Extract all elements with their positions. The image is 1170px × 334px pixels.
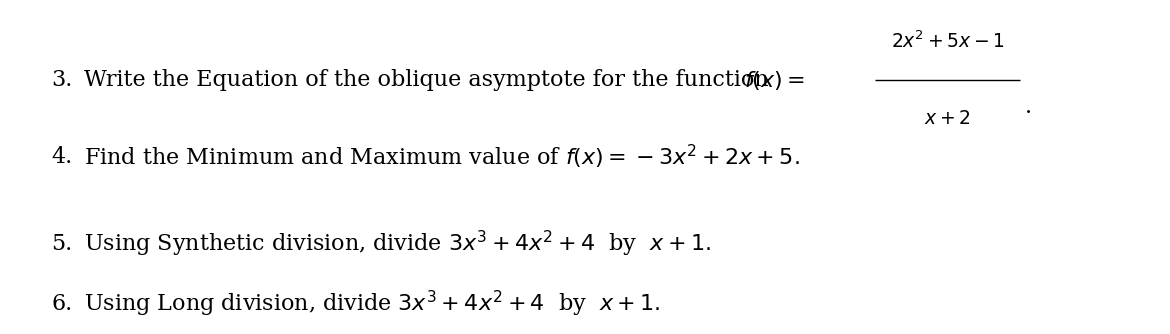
Text: 4.: 4. [51,146,73,168]
Text: Find the Minimum and Maximum value of $f(x) = -3x^2 + 2x + 5.$: Find the Minimum and Maximum value of $f… [84,143,800,171]
Text: Using Long division, divide $3x^3 + 4x^2 + 4$  by  $x + 1.$: Using Long division, divide $3x^3 + 4x^2… [84,289,661,319]
Text: Write the Equation of the oblique asymptote for the function: Write the Equation of the oblique asympt… [84,69,776,91]
Text: $f(x) =$: $f(x) =$ [744,69,805,92]
Text: Using Synthetic division, divide $3x^3 + 4x^2 + 4$  by  $x + 1.$: Using Synthetic division, divide $3x^3 +… [84,229,711,259]
Text: 6.: 6. [51,293,73,315]
Text: .: . [1025,96,1032,118]
Text: $2x^2+5x-1$: $2x^2+5x-1$ [890,31,1005,52]
Text: 3.: 3. [51,69,73,91]
Text: $x+2$: $x+2$ [924,109,971,128]
Text: 5.: 5. [51,233,73,255]
